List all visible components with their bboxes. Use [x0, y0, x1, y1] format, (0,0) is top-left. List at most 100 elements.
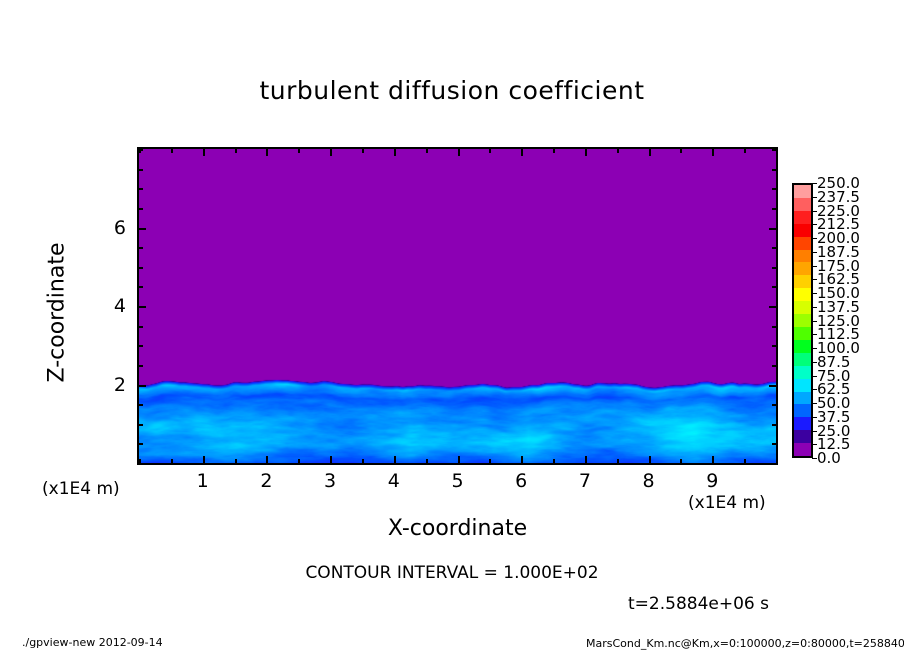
axis-tick [170, 459, 173, 463]
colorbar-tick-label: 200.0 [817, 229, 860, 247]
axis-tick [202, 149, 205, 156]
colorbar-band [794, 352, 811, 366]
colorbar-band [794, 404, 811, 418]
colorbar-tick [812, 444, 817, 446]
colorbar-band [794, 365, 811, 379]
colorbar-band [794, 197, 811, 211]
axis-tick [139, 149, 143, 151]
axis-tick [457, 149, 460, 156]
y-tick-label: 4 [113, 295, 126, 317]
time-label: t=2.5884e+06 s [628, 594, 769, 614]
colorbar-tick-label: 112.5 [817, 325, 860, 344]
colorbar-tick [812, 458, 817, 459]
axis-tick [393, 456, 396, 463]
axis-tick [772, 463, 776, 465]
colorbar-tick-label: 212.5 [817, 215, 860, 234]
colorbar-tick [812, 403, 817, 404]
colorbar-tick-label: 150.0 [817, 284, 860, 302]
colorbar-tick [812, 279, 817, 281]
colorbar-tick [812, 348, 817, 349]
axis-tick [648, 149, 651, 156]
colorbar-tick-label: 225.0 [817, 201, 860, 220]
colorbar-tick-label: 37.5 [817, 407, 851, 426]
axis-tick [553, 459, 556, 463]
axis-tick [772, 168, 776, 171]
axis-tick [772, 443, 776, 446]
axis-tick [712, 149, 715, 156]
colorbar-tick-label: 175.0 [817, 256, 860, 275]
axis-tick [139, 286, 143, 289]
axis-tick [772, 247, 776, 250]
colorbar[interactable] [792, 183, 813, 458]
axis-tick [139, 423, 143, 426]
axis-tick [139, 149, 141, 153]
colorbar-tick-label: 0.0 [817, 449, 841, 467]
colorbar-tick [812, 210, 817, 212]
colorbar-tick-label: 87.5 [817, 352, 851, 371]
axis-tick [330, 149, 333, 156]
axis-tick [769, 227, 776, 230]
colorbar-tick-label: 162.5 [817, 270, 860, 289]
x-axis-unit-left: (x1E4 m) [42, 479, 120, 499]
colorbar-tick-label: 75.0 [817, 366, 851, 385]
axis-tick [202, 456, 205, 463]
axis-tick [139, 463, 143, 465]
colorbar-band [794, 275, 811, 289]
axis-tick [139, 325, 143, 328]
axis-tick [266, 149, 269, 156]
axis-tick [139, 227, 146, 230]
axis-tick [772, 149, 776, 151]
colorbar-band [794, 210, 811, 224]
x-tick-label: 6 [515, 470, 528, 492]
y-axis-title: Z-coordinate [44, 242, 70, 383]
colorbar-tick [812, 375, 817, 377]
colorbar-band [794, 288, 811, 302]
axis-tick [772, 188, 776, 191]
plot-area[interactable] [137, 147, 778, 465]
x-tick-label: 9 [706, 470, 719, 492]
y-tick-label: 6 [113, 216, 126, 239]
axis-tick [772, 423, 776, 426]
axis-tick [298, 149, 301, 153]
colorbar-tick-label: 12.5 [817, 435, 851, 454]
axis-tick [744, 459, 747, 463]
colorbar-tick-label: 137.5 [817, 297, 860, 316]
colorbar-band [794, 378, 811, 392]
axis-tick [776, 149, 778, 153]
axis-tick [772, 364, 776, 367]
colorbar-tick [812, 306, 817, 308]
axis-tick [616, 459, 619, 463]
x-tick-label: 7 [578, 470, 591, 492]
axis-tick [776, 459, 778, 463]
axis-tick [139, 443, 143, 446]
colorbar-tick [812, 238, 817, 239]
axis-tick [521, 456, 524, 463]
axis-tick [139, 384, 146, 387]
axis-tick [139, 168, 143, 171]
axis-tick [680, 459, 683, 463]
axis-tick [489, 459, 492, 463]
colorbar-tick [812, 265, 817, 267]
contour-interval-label: CONTOUR INTERVAL = 1.000E+02 [305, 563, 599, 583]
axis-tick [139, 345, 143, 348]
colorbar-band [794, 314, 811, 327]
y-tick-label: 2 [113, 373, 126, 396]
axis-tick [712, 456, 715, 463]
colorbar-band [794, 417, 811, 431]
colorbar-band [794, 430, 811, 444]
axis-tick [139, 306, 146, 308]
heatmap-field [139, 149, 776, 463]
axis-tick [584, 456, 587, 463]
x-tick-label: 5 [451, 470, 464, 492]
x-tick-label: 1 [196, 470, 209, 492]
colorbar-tick [812, 389, 817, 391]
axis-tick [425, 149, 428, 153]
axis-tick [139, 404, 143, 407]
axis-tick [680, 149, 683, 153]
colorbar-tick [812, 430, 817, 432]
x-tick-label: 2 [260, 470, 273, 492]
colorbar-tick-label: 100.0 [817, 339, 860, 357]
axis-tick [266, 456, 269, 463]
colorbar-tick-label: 237.5 [817, 187, 860, 206]
